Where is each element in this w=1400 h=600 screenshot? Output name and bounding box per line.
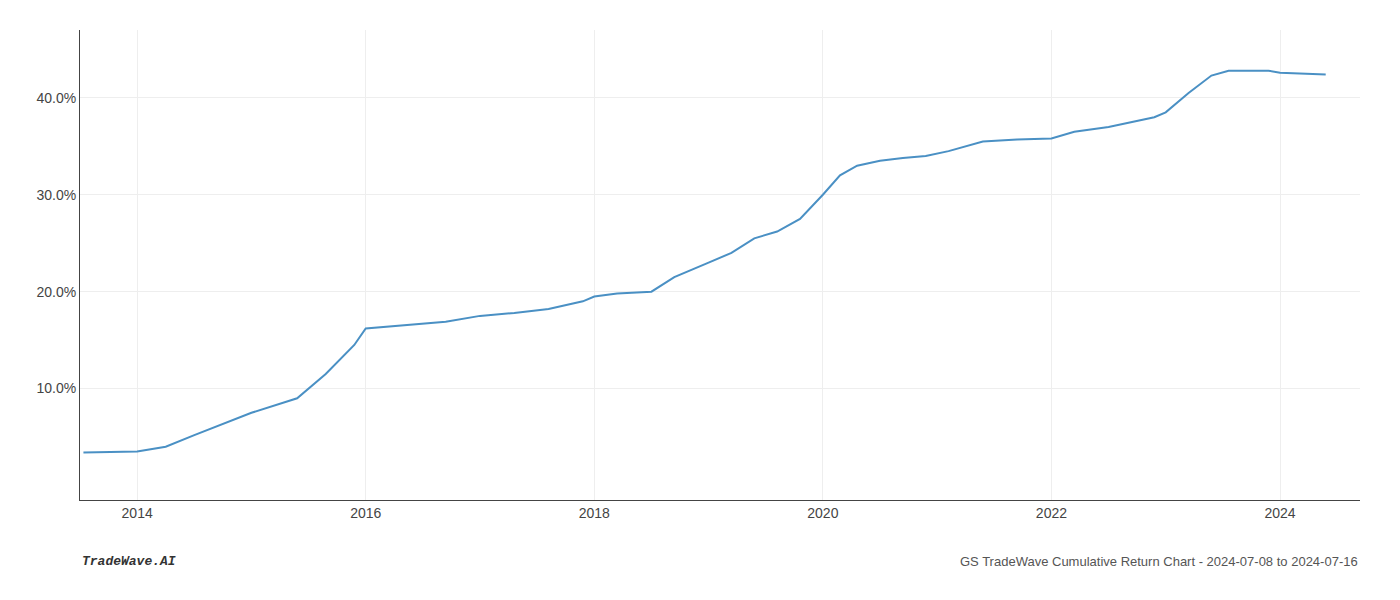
svg-text:20.0%: 20.0% <box>36 284 76 300</box>
svg-text:GS TradeWave Cumulative Return: GS TradeWave Cumulative Return Chart - 2… <box>960 554 1358 569</box>
svg-text:40.0%: 40.0% <box>36 90 76 106</box>
svg-text:10.0%: 10.0% <box>36 380 76 396</box>
svg-text:2020: 2020 <box>807 505 838 521</box>
svg-text:2024: 2024 <box>1264 505 1295 521</box>
svg-text:2016: 2016 <box>350 505 381 521</box>
svg-text:2014: 2014 <box>122 505 153 521</box>
svg-text:TradeWave.AI: TradeWave.AI <box>82 554 176 569</box>
svg-text:30.0%: 30.0% <box>36 187 76 203</box>
svg-text:2022: 2022 <box>1036 505 1067 521</box>
svg-text:2018: 2018 <box>579 505 610 521</box>
